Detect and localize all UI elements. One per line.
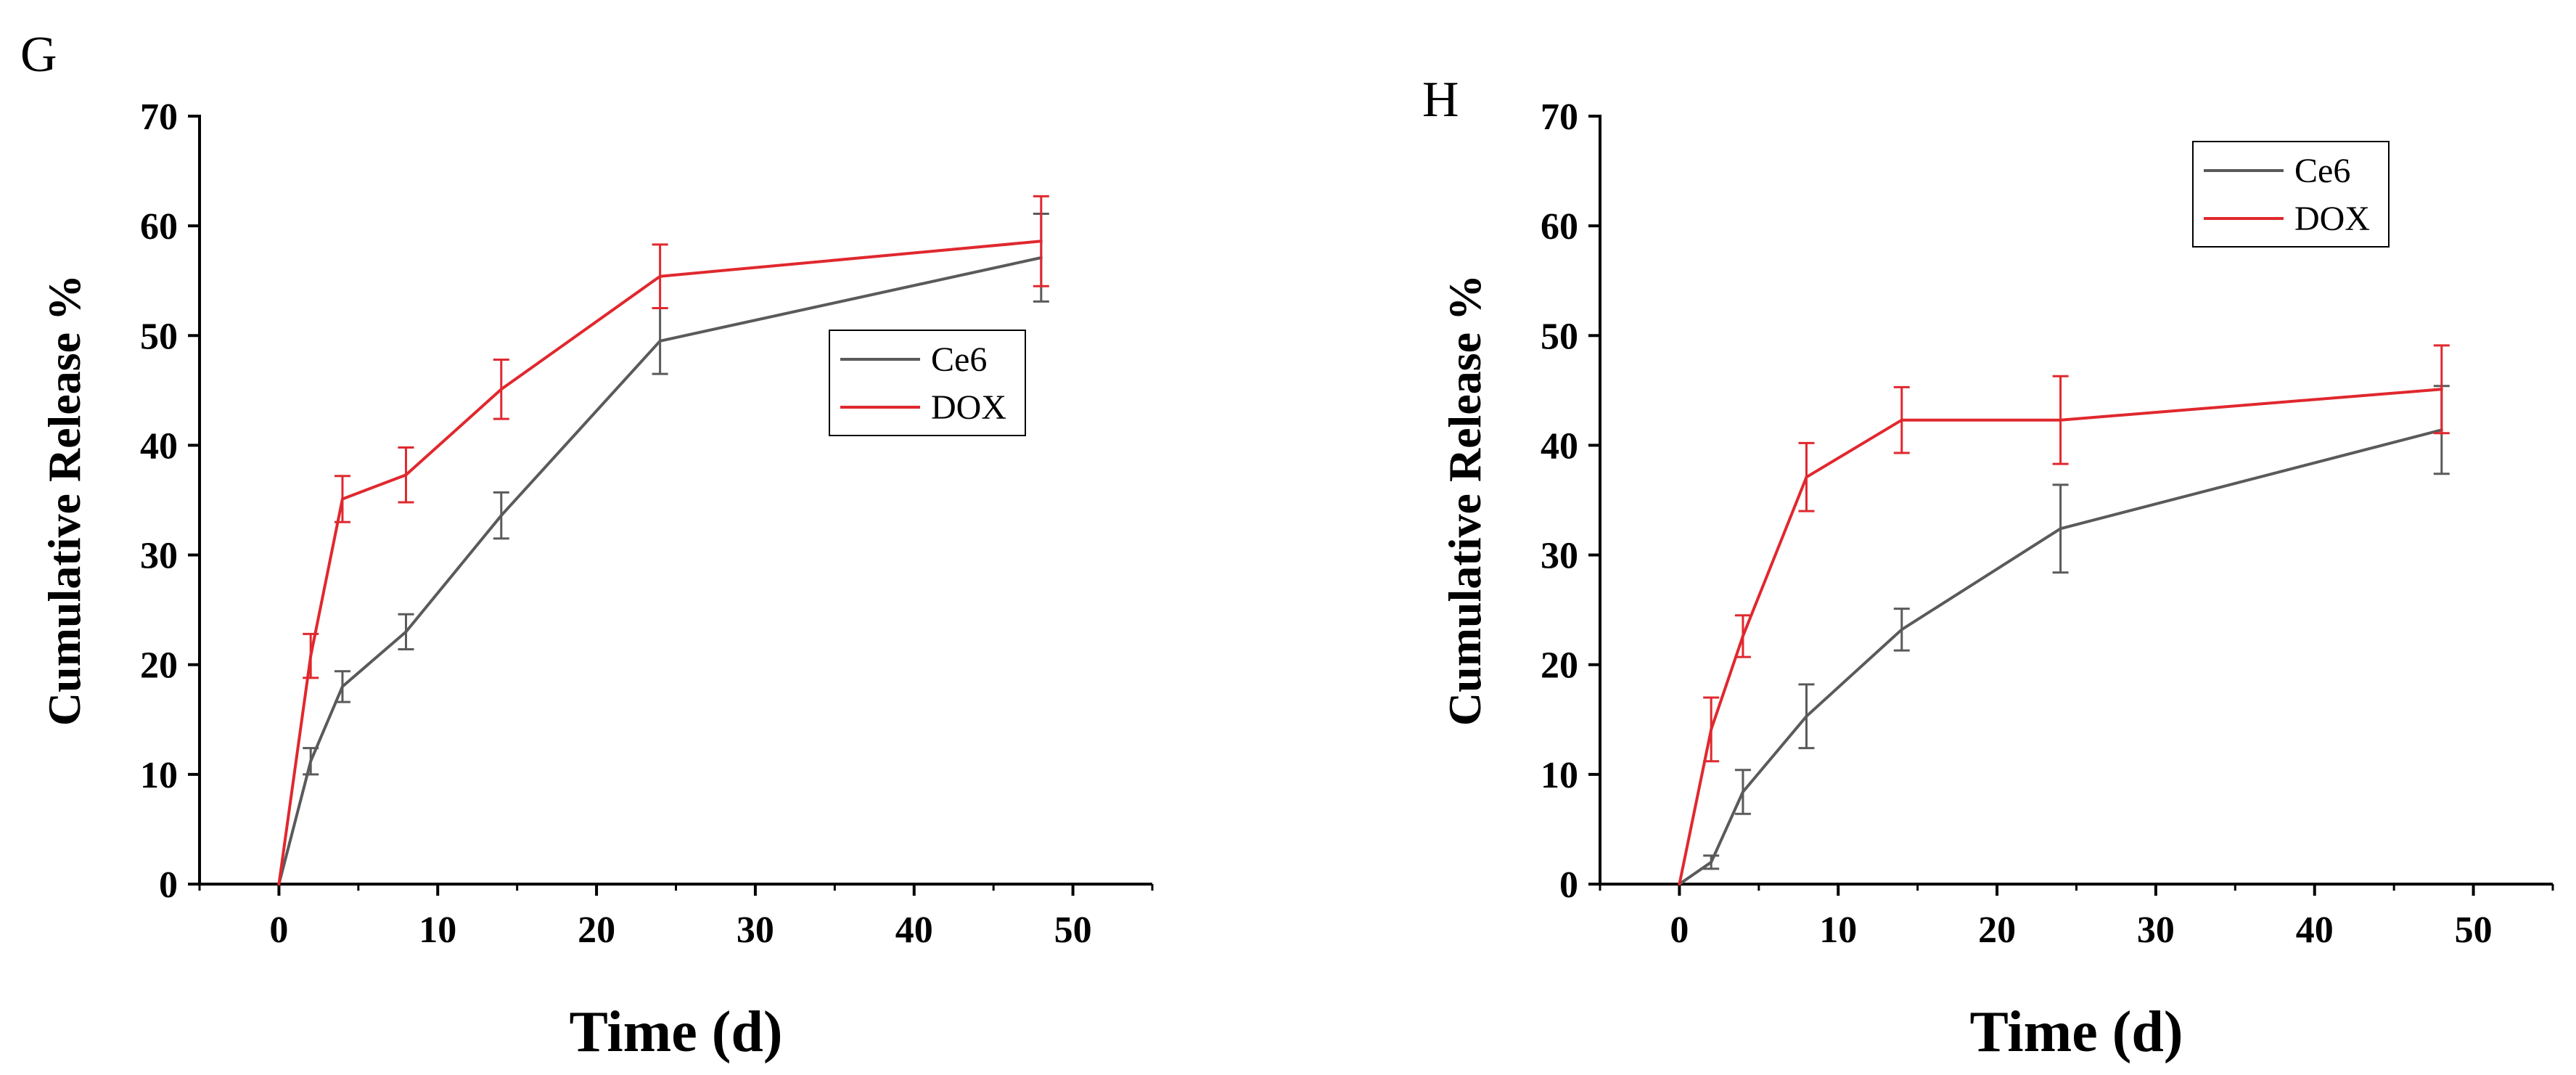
x-tick-label: 30 xyxy=(2137,910,2175,951)
legend-label-dox: DOX xyxy=(931,388,1006,427)
panel-letter: G xyxy=(20,27,57,83)
data-point-dox xyxy=(2059,418,2062,422)
data-point-dox xyxy=(340,497,344,501)
x-tick-label: 20 xyxy=(578,910,615,951)
data-point-ce6 xyxy=(658,339,662,343)
data-point-dox xyxy=(2440,388,2443,391)
panel-letter: H xyxy=(1422,72,1459,128)
data-point-dox xyxy=(499,388,503,391)
data-point-dox xyxy=(277,883,281,886)
legend-box xyxy=(829,330,1026,436)
data-point-dox xyxy=(1900,418,1903,422)
y-tick-label: 50 xyxy=(1541,316,1578,357)
data-point-ce6 xyxy=(404,630,408,634)
y-tick-label: 30 xyxy=(1541,536,1578,577)
y-tick-label: 0 xyxy=(159,865,178,906)
data-point-dox xyxy=(1039,240,1043,243)
y-tick-label: 10 xyxy=(1541,755,1578,796)
legend: Ce6 DOX xyxy=(2192,141,2390,248)
x-tick-label: 40 xyxy=(2296,910,2334,951)
chart-panel-h: H 0 10 20 30 40 50 60 70 0 10 20 30 40 50 Time (d) Cumul… xyxy=(1422,72,2554,1064)
x-tick-label: 20 xyxy=(1978,910,2016,951)
x-tick-label: 0 xyxy=(269,910,288,951)
data-point-ce6 xyxy=(2059,527,2062,531)
y-tick-label: 70 xyxy=(1541,97,1578,138)
data-point-ce6 xyxy=(1900,628,1903,631)
y-tick-label: 40 xyxy=(140,425,178,467)
data-point-ce6 xyxy=(309,759,313,763)
data-point-dox xyxy=(658,274,662,278)
chart-panel-g: G 0 10 20 30 40 50 60 70 0 10 20 30 40 50 Time (d) Cumul… xyxy=(20,27,1154,1064)
x-tick-label: 10 xyxy=(1819,910,1857,951)
data-point-ce6 xyxy=(1710,860,1713,864)
legend-label-dox: DOX xyxy=(2294,200,2370,238)
y-tick-label: 60 xyxy=(140,206,178,248)
legend-label-ce6: Ce6 xyxy=(931,340,987,379)
y-axis-title: Cumulative Release % xyxy=(1439,274,1490,726)
x-tick-label: 0 xyxy=(1670,910,1689,951)
y-tick-label: 10 xyxy=(140,755,178,796)
x-tick-label: 50 xyxy=(1054,910,1092,951)
data-point-dox xyxy=(1678,883,1681,886)
y-tick-label: 70 xyxy=(140,97,178,138)
x-tick-label: 50 xyxy=(2455,910,2493,951)
y-tick-label: 30 xyxy=(140,536,178,577)
y-axis-title: Cumulative Release % xyxy=(38,274,90,726)
y-tick-label: 20 xyxy=(140,645,178,687)
legend-label-ce6: Ce6 xyxy=(2294,152,2350,190)
legend-box xyxy=(2192,141,2390,248)
data-point-dox xyxy=(309,654,313,658)
data-point-ce6 xyxy=(499,514,503,518)
data-point-dox xyxy=(1710,727,1713,731)
y-tick-label: 50 xyxy=(140,316,178,357)
y-tick-label: 60 xyxy=(1541,206,1578,248)
x-axis-title: Time (d) xyxy=(1969,1000,2183,1064)
data-point-dox xyxy=(1741,634,1744,638)
data-point-ce6 xyxy=(340,684,344,688)
data-point-dox xyxy=(404,473,408,477)
y-tick-label: 0 xyxy=(1559,865,1578,906)
x-axis-title: Time (d) xyxy=(569,1000,782,1064)
y-tick-label: 40 xyxy=(1541,425,1578,467)
x-tick-label: 30 xyxy=(737,910,774,951)
data-point-dox xyxy=(1805,475,1808,479)
legend: Ce6 DOX xyxy=(829,330,1026,436)
x-tick-label: 10 xyxy=(419,910,456,951)
x-tick-label: 40 xyxy=(895,910,933,951)
data-point-ce6 xyxy=(1741,790,1744,794)
data-point-ce6 xyxy=(1805,714,1808,718)
y-tick-label: 20 xyxy=(1541,645,1578,687)
